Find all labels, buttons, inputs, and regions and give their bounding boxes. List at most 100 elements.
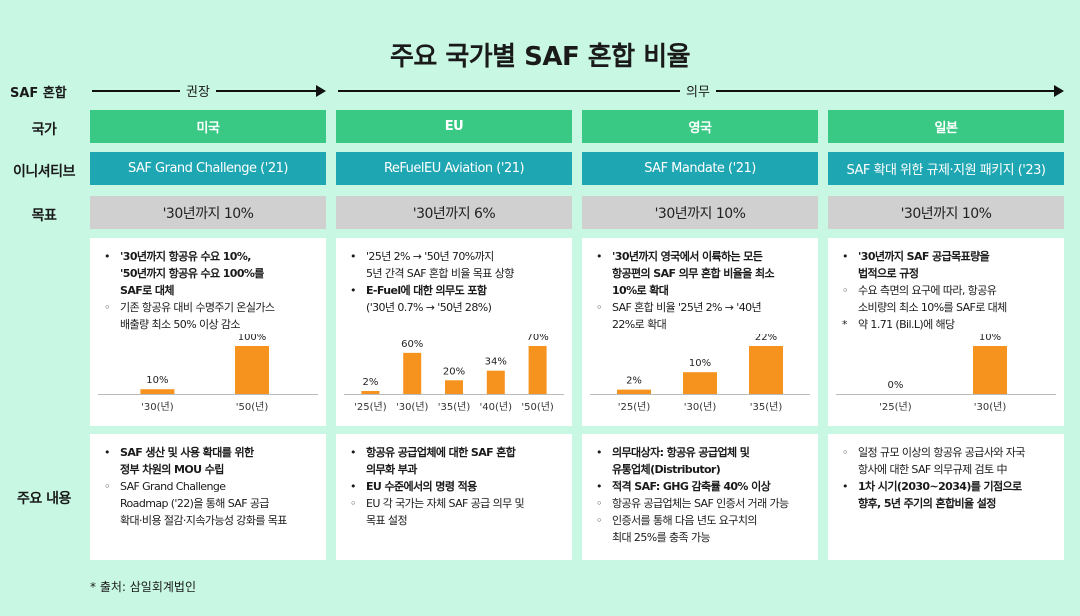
recommend-arrow-head [316,85,326,97]
bullet-marker: ◦ [842,446,848,459]
summary-bullet: • '30년까지 항공유 수요 10%, '50년까지 항공유 수요 100%를 … [104,248,318,299]
bullet-marker: • [350,446,356,459]
summary-bullet: ◦ SAF 혼합 비율 '25년 2% → '40년 22%로 확대 [596,299,810,333]
bullet-text: 약 1.71 (Bil.L)에 해당 [858,318,955,331]
target-cell-3: '30년까지 10% [828,196,1064,229]
row-label-initiative: 이니셔티브 [13,164,75,180]
content-bullet: • 1차 시기(2030~2034)를 기점으로 향후, 5년 주기의 혼합비율 … [842,478,1056,512]
content-bullets: • 항공유 공급업체에 대한 SAF 혼합 의무화 부과 • EU 수준에서의 명령 … [350,444,564,529]
country-header-2: 영국 [582,110,818,143]
bar-category-label: '25(년) [618,401,651,413]
mandatory-arrow-head [1054,85,1064,97]
row-label-content: 주요 내용 [17,491,71,507]
bar-3-1 [973,346,1007,394]
bullet-text: '25년 2% → '50년 70%까지 5년 간격 SAF 혼합 비율 목표 … [366,250,514,280]
bullet-text: 항공유 공급업체는 SAF 인증서 거래 가능 [612,497,789,510]
content-bullet: • 의무대상자: 항공유 공급업체 및 유통업체(Distributor) [596,444,810,478]
bullet-marker: • [842,480,848,493]
bar-value-label: 0% [887,380,903,391]
bullet-text: EU 수준에서의 명령 적용 [366,480,477,493]
summary-bullet: • '30년까지 영국에서 이륙하는 모든 항공편의 SAF 의무 혼합 비율을 … [596,248,810,299]
bar-category-label: '25(년) [879,401,912,413]
bar-category-label: '25(년) [354,401,387,413]
bar-value-label: 70% [526,334,548,343]
bar-0-0 [140,389,175,394]
bullet-marker: • [104,446,110,459]
bullet-text: '30년까지 SAF 공급목표량을 법적으로 규정 [858,250,990,280]
bar-value-label: 10% [689,358,711,369]
bullet-text: 1차 시기(2030~2034)를 기점으로 향후, 5년 주기의 혼합비율 설… [858,480,1022,510]
summary-bullet: • '25년 2% → '50년 70%까지 5년 간격 SAF 혼합 비율 목표… [350,248,564,282]
bullet-marker: ◦ [596,514,602,527]
content-bullet: ◦ 인증서를 통해 다음 년도 요구치의 최대 25%를 충족 가능 [596,512,810,546]
bullet-marker: ◦ [104,480,110,493]
content-bullet: ◦ EU 각 국가는 자체 SAF 공급 의무 및 목표 설정 [350,495,564,529]
bullet-text: SAF 생산 및 사용 확대를 위한 정부 차원의 MOU 수립 [120,446,254,476]
source-note: * 출처: 삼일회계법인 [90,580,196,594]
saf-mix-label: SAF 혼합 [10,86,67,101]
target-cell-0: '30년까지 10% [90,196,326,229]
content-bullets: ◦ 일정 규모 이상의 항공유 공급사와 자국 항사에 대한 SAF 의무규제 검… [842,444,1056,512]
bar-value-label: 2% [626,376,642,387]
content-panel-1: • 항공유 공급업체에 대한 SAF 혼합 의무화 부과 • EU 수준에서의 명령 … [336,434,572,560]
bullet-marker: • [596,250,602,263]
bullet-marker: • [596,446,602,459]
bullet-text: 적격 SAF: GHG 감축률 40% 이상 [612,480,771,493]
initiative-cell-2: SAF Mandate ('21) [582,152,818,185]
bar-2-2 [749,346,783,394]
initiative-cell-3: SAF 확대 위한 규제·지원 패키지 ('23) [828,152,1064,185]
bar-1-1 [403,352,422,394]
bullet-text: '30년까지 항공유 수요 10%, '50년까지 항공유 수요 100%를 S… [120,250,264,297]
bar-value-label: 100% [238,334,267,343]
bullet-text: 인증서를 통해 다음 년도 요구치의 최대 25%를 충족 가능 [612,514,757,544]
summary-bullets: • '30년까지 영국에서 이륙하는 모든 항공편의 SAF 의무 혼합 비율을 … [596,248,810,333]
bullet-marker: • [842,250,848,263]
summary-bullets: • '25년 2% → '50년 70%까지 5년 간격 SAF 혼합 비율 목표… [350,248,564,316]
content-panel-3: ◦ 일정 규모 이상의 항공유 공급사와 자국 항사에 대한 SAF 의무규제 검… [828,434,1064,560]
recommend-label: 권장 [180,81,216,100]
bar-chart-3: 0% '25(년) 10% '30(년) [836,334,1056,413]
bar-value-label: 2% [362,377,378,388]
bar-value-label: 22% [755,334,777,343]
bullet-text: 항공유 공급업체에 대한 SAF 혼합 의무화 부과 [366,446,516,476]
bullet-marker: ◦ [596,301,602,314]
bullet-marker: • [350,480,356,493]
target-cell-2: '30년까지 10% [582,196,818,229]
bullet-marker: ◦ [842,284,848,297]
bar-category-label: '50(년) [236,401,269,413]
bar-2-0 [617,389,651,394]
bar-chart-0: 10% '30(년) 100% '50(년) [98,334,318,413]
summary-panel-0: • '30년까지 항공유 수요 10%, '50년까지 항공유 수요 100%를 … [90,238,326,426]
bullet-text: 일정 규모 이상의 항공유 공급사와 자국 항사에 대한 SAF 의무규제 검토… [858,446,1025,476]
bar-1-0 [361,391,380,394]
mandatory-label: 의무 [680,81,716,100]
summary-bullets: • '30년까지 항공유 수요 10%, '50년까지 항공유 수요 100%를 … [104,248,318,333]
bar-category-label: '30(년) [974,401,1007,413]
initiative-cell-1: ReFuelEU Aviation ('21) [336,152,572,185]
country-header-0: 미국 [90,110,326,143]
bullet-marker: • [596,480,602,493]
bullet-marker: * [842,318,848,331]
summary-bullet: • '30년까지 SAF 공급목표량을 법적으로 규정 [842,248,1056,282]
bullet-marker: • [104,250,110,263]
bullet-text: 의무대상자: 항공유 공급업체 및 유통업체(Distributor) [612,446,750,476]
content-bullet: • 항공유 공급업체에 대한 SAF 혼합 의무화 부과 [350,444,564,478]
content-bullet: ◦ 항공유 공급업체는 SAF 인증서 거래 가능 [596,495,810,512]
summary-bullet: ◦ 수요 측면의 요구에 따라, 항공유 소비량의 최소 10%를 SAF로 대체 [842,282,1056,316]
bar-category-label: '35(년) [750,401,783,413]
bullet-marker: ◦ [104,301,110,314]
bar-category-label: '50(년) [521,401,554,413]
bar-1-2 [445,380,463,394]
content-panel-0: • SAF 생산 및 사용 확대를 위한 정부 차원의 MOU 수립 ◦ SAF Gr… [90,434,326,560]
summary-panel-3: • '30년까지 SAF 공급목표량을 법적으로 규정 ◦ 수요 측면의 요구에 따라… [828,238,1064,426]
bar-value-label: 60% [401,339,423,350]
summary-bullet: ('30년 0.7% → '50년 28%) [350,299,564,316]
bar-category-label: '40(년) [480,401,513,413]
bar-value-label: 20% [443,366,465,377]
bar-1-4 [528,346,547,394]
bullet-text: SAF 혼합 비율 '25년 2% → '40년 22%로 확대 [612,301,762,331]
summary-bullet: ◦ 기존 항공유 대비 수명주기 온실가스 배출량 최소 50% 이상 감소 [104,299,318,333]
summary-panel-2: • '30년까지 영국에서 이륙하는 모든 항공편의 SAF 의무 혼합 비율을 … [582,238,818,426]
bar-value-label: 10% [979,334,1001,343]
country-header-1: EU [336,110,572,143]
